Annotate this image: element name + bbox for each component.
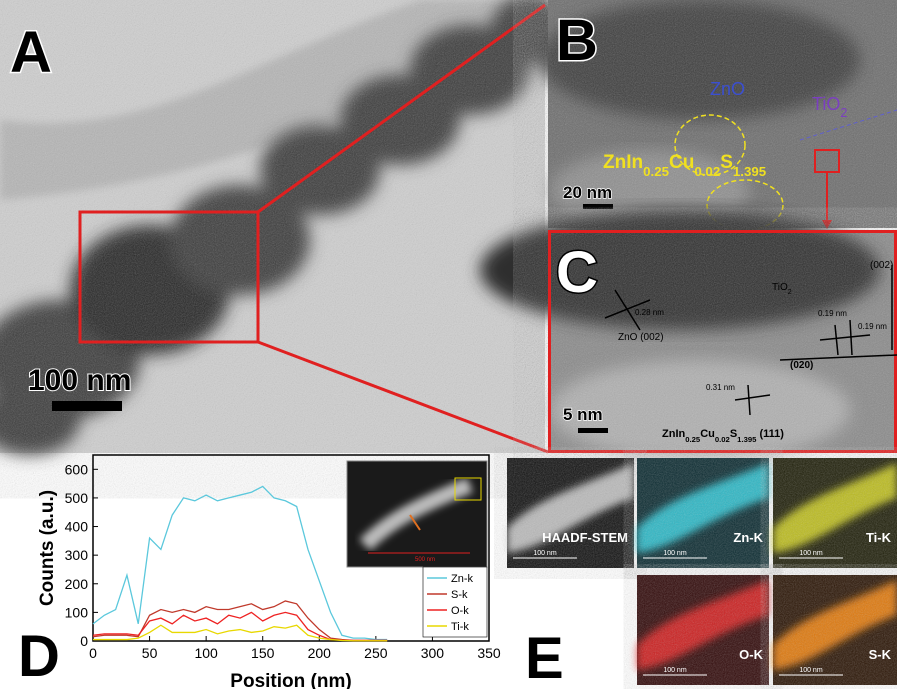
phase-label: ZnO bbox=[710, 79, 745, 99]
subscript: 1.395 bbox=[733, 164, 767, 179]
scale-label: 100 nm bbox=[28, 364, 131, 397]
y-tick-label: 0 bbox=[80, 633, 88, 649]
y-axis-label: Counts (a.u.) bbox=[37, 490, 58, 606]
legend-label: S-k bbox=[451, 589, 468, 601]
x-tick-label: 150 bbox=[251, 645, 275, 661]
subscript: 2 bbox=[788, 289, 792, 296]
legend-label: Ti-k bbox=[451, 621, 469, 633]
formula-part: Cu bbox=[669, 152, 694, 173]
map-noise bbox=[507, 458, 634, 568]
subscript: 0.02 bbox=[715, 435, 730, 444]
d-spacing: 0.28 nm bbox=[635, 308, 664, 317]
subscript: 1.395 bbox=[737, 435, 757, 444]
formula-part: (111) bbox=[756, 428, 784, 440]
panel-b: ZnO TiO2 ZnIn0.25Cu0.02S1.395 20 nm B bbox=[540, 0, 897, 230]
map-label: S-K bbox=[869, 647, 892, 662]
map-label: HAADF-STEM bbox=[542, 530, 628, 545]
legend-label: O-k bbox=[451, 605, 469, 617]
legend-label: Zn-k bbox=[451, 573, 474, 585]
formula-part: S bbox=[730, 428, 737, 440]
panel-d: 500 nm D 0 100 200 300 400 500 600 0 50 100 150 200… bbox=[18, 455, 501, 689]
y-tick-label: 400 bbox=[65, 519, 89, 535]
panel-letter: E bbox=[525, 626, 564, 689]
panel-letter: A bbox=[10, 20, 52, 85]
x-tick-label: 350 bbox=[477, 645, 501, 661]
map-noise bbox=[637, 458, 769, 568]
formula-part: TiO bbox=[812, 94, 840, 114]
d-spacing: 0.19 nm bbox=[858, 322, 887, 331]
formula-part: Cu bbox=[700, 428, 715, 440]
figure: 100 nm A ZnO TiO2 ZnIn0.25Cu0.02S1.395 2… bbox=[0, 0, 897, 689]
map-label: Zn-K bbox=[733, 530, 763, 545]
subscript: 0.02 bbox=[694, 164, 720, 179]
d-spacing: 0.31 nm bbox=[706, 383, 735, 392]
scale-label: 5 nm bbox=[563, 405, 603, 424]
panel-e: E HAADF-STEM 100 nm Zn-K 100 nm Ti-K 100 nm O-… bbox=[507, 458, 897, 689]
y-tick-label: 100 bbox=[65, 604, 89, 620]
plane-label: (002) bbox=[870, 260, 893, 271]
panel-letter: C bbox=[556, 240, 598, 305]
formula-part: ZnIn bbox=[603, 152, 643, 173]
plane-label: ZnO (002) bbox=[618, 332, 664, 343]
x-tick-label: 250 bbox=[364, 645, 388, 661]
data-line bbox=[93, 486, 387, 639]
x-axis-label: Position (nm) bbox=[230, 671, 351, 689]
formula-part: ZnIn bbox=[662, 428, 685, 440]
map-noise bbox=[637, 575, 769, 685]
panel-a: 100 nm A bbox=[0, 0, 570, 455]
x-tick-label: 0 bbox=[89, 645, 97, 661]
scale-label: 100 nm bbox=[799, 667, 823, 674]
scale-label: 100 nm bbox=[663, 667, 687, 674]
data-line bbox=[93, 625, 387, 640]
inset-scale: 500 nm bbox=[415, 557, 435, 563]
subscript: 0.25 bbox=[685, 435, 701, 444]
plane-label: (020) bbox=[790, 360, 813, 371]
scale-label: 100 nm bbox=[799, 550, 823, 557]
panel-letter: B bbox=[556, 8, 598, 73]
map-label: O-K bbox=[739, 647, 763, 662]
x-tick-label: 100 bbox=[194, 645, 218, 661]
scale-label: 100 nm bbox=[663, 550, 687, 557]
formula-part: TiO bbox=[772, 282, 788, 293]
y-tick-label: 300 bbox=[65, 547, 89, 563]
y-tick-label: 600 bbox=[65, 461, 89, 477]
x-tick-label: 300 bbox=[421, 645, 445, 661]
x-tick-label: 50 bbox=[142, 645, 158, 661]
scale-label: 20 nm bbox=[563, 183, 612, 202]
x-tick-label: 200 bbox=[308, 645, 332, 661]
scale-label: 100 nm bbox=[533, 550, 557, 557]
y-tick-label: 200 bbox=[65, 576, 89, 592]
d-spacing: 0.19 nm bbox=[818, 309, 847, 318]
map-noise bbox=[773, 575, 897, 685]
subscript: 2 bbox=[840, 106, 847, 120]
subscript: 0.25 bbox=[643, 164, 669, 179]
panel-letter: D bbox=[18, 624, 60, 689]
map-label: Ti-K bbox=[866, 530, 892, 545]
formula-part: S bbox=[720, 152, 733, 173]
y-tick-label: 500 bbox=[65, 490, 89, 506]
map-noise bbox=[773, 458, 897, 568]
